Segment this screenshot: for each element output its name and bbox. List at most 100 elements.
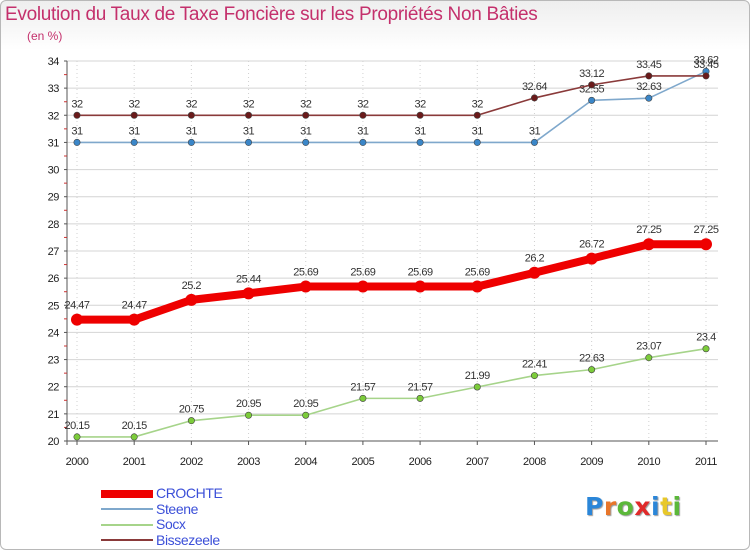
data-point bbox=[302, 111, 310, 119]
data-point bbox=[130, 433, 138, 441]
data-point bbox=[416, 394, 424, 402]
data-label: 22.63 bbox=[579, 353, 604, 365]
x-tick-label: 2006 bbox=[409, 456, 432, 468]
x-tick-label: 2000 bbox=[66, 456, 89, 468]
data-point bbox=[471, 280, 484, 293]
data-label: 22.41 bbox=[522, 359, 547, 371]
data-point bbox=[530, 372, 538, 380]
data-label: 31 bbox=[300, 125, 312, 137]
data-label: 33.45 bbox=[693, 59, 718, 71]
data-label: 20.95 bbox=[236, 398, 261, 410]
y-tick-label: 31 bbox=[48, 137, 60, 149]
data-label: 33.12 bbox=[579, 68, 604, 80]
data-label: 31 bbox=[71, 125, 83, 137]
data-label: 25.69 bbox=[465, 267, 490, 279]
data-label: 25.44 bbox=[236, 273, 261, 285]
data-point bbox=[73, 138, 81, 146]
data-label: 31 bbox=[129, 125, 141, 137]
data-label: 20.15 bbox=[122, 420, 147, 432]
data-point bbox=[71, 313, 83, 326]
data-point bbox=[473, 111, 481, 119]
data-label: 25.69 bbox=[408, 267, 433, 279]
series-line-crochte bbox=[73, 240, 710, 324]
x-tick-label: 2003 bbox=[237, 456, 260, 468]
data-point bbox=[359, 111, 367, 119]
legend-label: Steene bbox=[156, 500, 198, 517]
legend-swatch bbox=[101, 508, 153, 511]
unit-label: (en %) bbox=[27, 29, 63, 43]
data-label: 26.2 bbox=[525, 253, 545, 265]
data-label: 25.2 bbox=[182, 280, 202, 292]
data-point bbox=[242, 287, 255, 300]
data-label: 23.07 bbox=[636, 341, 661, 353]
data-label: 26.72 bbox=[579, 239, 604, 251]
legend-item: CROCHTE bbox=[101, 485, 223, 502]
y-tick-label: 26 bbox=[48, 273, 60, 285]
data-label: 32 bbox=[71, 98, 83, 110]
data-label: 33.62 bbox=[693, 54, 718, 66]
data-point bbox=[645, 354, 653, 362]
data-label: 21.99 bbox=[465, 370, 490, 382]
legend-label: CROCHTE bbox=[156, 485, 223, 502]
series-line-socx bbox=[76, 347, 707, 438]
data-point bbox=[356, 280, 369, 293]
data-point bbox=[588, 96, 596, 104]
y-tick-label: 23 bbox=[48, 355, 60, 367]
data-point bbox=[642, 238, 655, 251]
data-label: 27.25 bbox=[693, 224, 718, 236]
logo-letter: r bbox=[603, 492, 617, 521]
data-label: 21.57 bbox=[408, 381, 433, 393]
legend-label: Bissezeele bbox=[156, 531, 220, 548]
data-label: 20.75 bbox=[179, 404, 204, 416]
data-label: 32.63 bbox=[636, 81, 661, 93]
logo-letter: x bbox=[634, 492, 651, 521]
data-point bbox=[700, 238, 712, 251]
logo-letter: i bbox=[672, 492, 682, 521]
data-label: 31 bbox=[243, 125, 255, 137]
data-point bbox=[530, 94, 538, 102]
data-label: 31 bbox=[186, 125, 198, 137]
data-point bbox=[645, 72, 653, 80]
proxiti-logo: Proxiti bbox=[585, 492, 682, 521]
series-line-bissezeele bbox=[76, 75, 707, 117]
x-tick-label: 2008 bbox=[523, 456, 546, 468]
data-point bbox=[416, 111, 424, 119]
data-label: 32 bbox=[414, 98, 426, 110]
y-tick-label: 28 bbox=[48, 219, 60, 231]
data-point bbox=[73, 433, 81, 441]
legend: CROCHTE Steene Socx Bissezeele bbox=[101, 485, 223, 548]
data-point bbox=[245, 411, 253, 419]
data-label: 20.15 bbox=[64, 420, 89, 432]
logo-letter: t bbox=[660, 492, 673, 521]
y-tick-label: 30 bbox=[48, 165, 60, 177]
series-line-steene bbox=[76, 70, 707, 144]
data-point bbox=[530, 138, 538, 146]
legend-item: Socx bbox=[101, 517, 222, 533]
data-label: 31 bbox=[414, 125, 426, 137]
data-point bbox=[187, 138, 195, 146]
data-point bbox=[702, 72, 710, 80]
y-tick-label: 24 bbox=[48, 327, 60, 339]
data-label: 20.95 bbox=[293, 398, 318, 410]
data-point bbox=[130, 111, 138, 119]
x-tick-label: 2001 bbox=[123, 456, 146, 468]
legend-swatch bbox=[101, 489, 153, 498]
data-point bbox=[359, 394, 367, 402]
data-label: 25.69 bbox=[293, 267, 318, 279]
data-point bbox=[187, 417, 195, 425]
x-tick-label: 2002 bbox=[180, 456, 203, 468]
data-label: 24.47 bbox=[64, 300, 89, 312]
data-point bbox=[416, 138, 424, 146]
data-point bbox=[245, 138, 253, 146]
data-label: 23.4 bbox=[696, 332, 716, 344]
x-tick-label: 2007 bbox=[466, 456, 489, 468]
logo-letter: i bbox=[651, 492, 661, 521]
y-tick-label: 20 bbox=[48, 436, 60, 448]
data-label: 31 bbox=[529, 125, 541, 137]
y-tick-label: 29 bbox=[48, 192, 60, 204]
y-tick-label: 25 bbox=[48, 300, 60, 312]
x-tick-label: 2011 bbox=[695, 456, 717, 468]
data-label: 32.64 bbox=[522, 81, 547, 93]
data-point bbox=[73, 111, 81, 119]
data-label: 32 bbox=[300, 98, 312, 110]
